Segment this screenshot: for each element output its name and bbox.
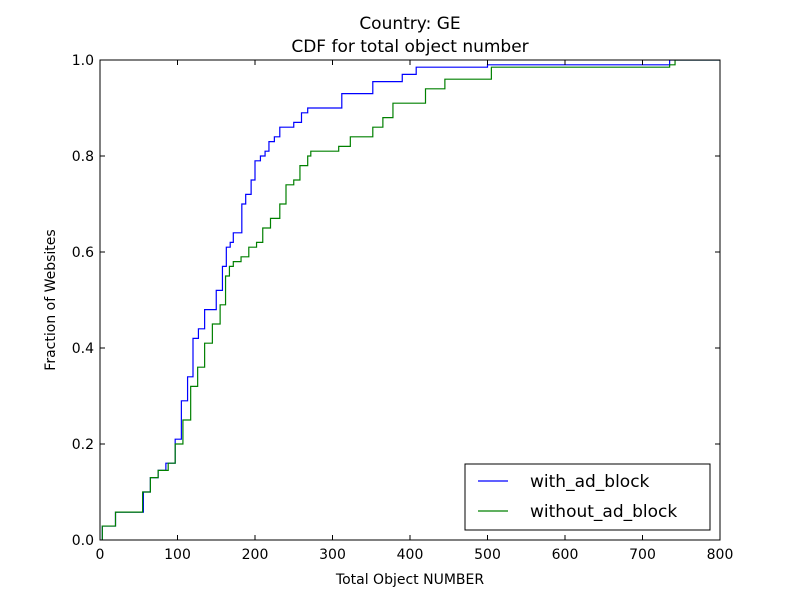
y-tick-label: 0.2	[72, 437, 94, 453]
y-tick-label: 0.4	[72, 341, 94, 357]
x-tick-label: 600	[552, 547, 579, 563]
y-tick-label: 0.6	[72, 245, 94, 261]
y-tick-label: 0.8	[72, 149, 94, 165]
x-tick-label: 700	[629, 547, 656, 563]
series-layer	[101, 60, 720, 540]
x-tick-label: 500	[474, 547, 501, 563]
x-tick-label: 100	[164, 547, 191, 563]
legend: with_ad_block without_ad_block	[464, 463, 711, 531]
x-tick-label: 800	[707, 547, 734, 563]
legend-box	[464, 463, 711, 531]
x-tick-label: 0	[96, 547, 105, 563]
x-axis-label: Total Object NUMBER	[335, 572, 484, 588]
x-axis: 0 100 200 300 400 500 600 700 800	[96, 60, 734, 563]
legend-label: with_ad_block	[530, 472, 650, 492]
y-axis-label: Fraction of Websites	[43, 229, 59, 370]
chart-subtitle: CDF for total object number	[291, 37, 528, 57]
y-tick-label: 0.0	[72, 533, 94, 549]
x-tick-label: 200	[242, 547, 269, 563]
y-axis: 0.0 0.2 0.4 0.6 0.8 1.0	[72, 53, 720, 549]
x-tick-label: 400	[397, 547, 424, 563]
legend-label: without_ad_block	[530, 502, 677, 522]
x-tick-label: 300	[319, 547, 346, 563]
series-line-without-ad-block	[101, 60, 720, 540]
y-tick-label: 1.0	[72, 53, 94, 69]
chart-title: Country: GE	[359, 14, 460, 34]
